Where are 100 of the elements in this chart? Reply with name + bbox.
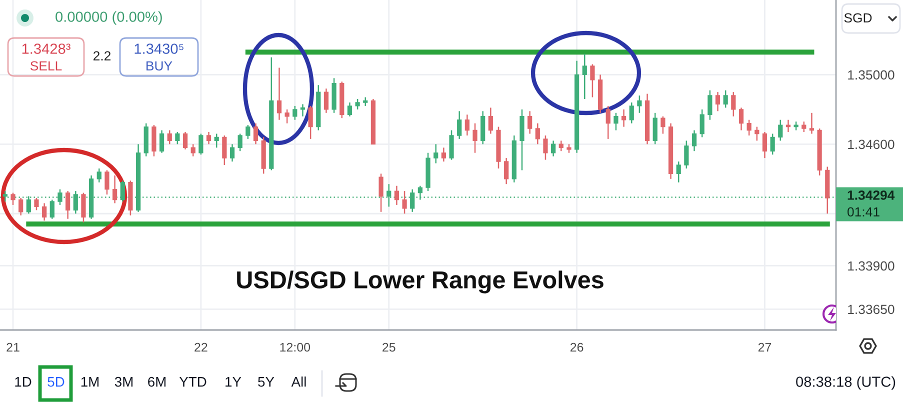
- candlestick: [324, 88, 329, 114]
- candlestick: [629, 102, 634, 124]
- y-tick-label: 1.33900: [848, 261, 894, 271]
- candlestick: [222, 134, 227, 166]
- candlestick: [104, 170, 110, 196]
- candlestick: [276, 67, 282, 120]
- candlestick: [434, 144, 438, 164]
- annotation: BUY: [146, 61, 172, 71]
- candlestick: [676, 160, 681, 183]
- candlestick: [378, 173, 384, 213]
- text: 1M: [81, 377, 99, 387]
- text: 01:41: [848, 207, 880, 217]
- candlestick: [551, 140, 556, 157]
- annotation: 0.00000 (0.00%): [56, 11, 162, 25]
- candlestick: [692, 130, 697, 152]
- text: SGD: [844, 13, 872, 23]
- candlestick: [715, 91, 720, 112]
- text: 08:38:18 (UTC): [796, 376, 896, 390]
- candlestick: [300, 104, 306, 117]
- candlestick: [606, 105, 610, 140]
- candlestick: [746, 119, 752, 136]
- candlestick: [488, 107, 493, 134]
- candlestick: [535, 122, 540, 145]
- candlestick: [34, 197, 39, 211]
- candlestick: [66, 190, 70, 220]
- candlestick: [754, 126, 760, 142]
- candlestick: [238, 133, 242, 152]
- x-tick-label: 25: [382, 342, 396, 352]
- candlestick: [708, 90, 712, 120]
- text: 5D: [48, 377, 64, 387]
- y-tick-label: 1.35000: [848, 70, 894, 80]
- candlestick: [112, 174, 118, 204]
- candlestick: [10, 192, 16, 206]
- candlestick: [472, 122, 478, 154]
- candlestick: [230, 144, 235, 162]
- candlestick: [159, 130, 164, 154]
- candlestick: [614, 112, 618, 131]
- candlestick: [2, 190, 8, 202]
- candlestick: [284, 108, 290, 124]
- candlestick: [700, 108, 704, 138]
- text: 6M: [148, 376, 166, 387]
- candlestick: [96, 168, 102, 183]
- y-tick-label: 1.34600: [848, 140, 894, 150]
- text: 5Y: [258, 377, 274, 387]
- x-tick-label: 27: [758, 342, 772, 352]
- candlestick: [246, 124, 250, 140]
- candlestick: [18, 197, 24, 216]
- candlestick: [175, 131, 180, 145]
- candlestick: [410, 188, 415, 213]
- candlestick: [198, 133, 204, 156]
- ref-line-label: 1.34294: [848, 190, 895, 200]
- candlestick: [802, 120, 806, 133]
- candlestick: [58, 188, 62, 206]
- candlestick: [558, 140, 564, 152]
- text: 1Y: [226, 377, 242, 387]
- candlestick: [543, 134, 548, 160]
- x-tick-label: 21: [6, 342, 20, 352]
- annotation: 2.2: [93, 51, 111, 60]
- candlestick: [418, 185, 422, 200]
- candlestick: [42, 202, 47, 222]
- candlestick: [582, 53, 587, 100]
- candlestick: [738, 107, 744, 131]
- candlestick: [786, 119, 791, 133]
- candlestick: [253, 122, 258, 145]
- candlestick: [762, 131, 768, 159]
- candlestick: [778, 119, 783, 142]
- candlestick: [464, 114, 470, 136]
- candlestick: [504, 157, 509, 185]
- candlestick: [809, 112, 814, 134]
- candlestick: [182, 131, 188, 150]
- candlestick: [190, 144, 196, 157]
- candlestick: [449, 130, 454, 160]
- candlestick: [167, 130, 172, 145]
- annotation: SELL: [30, 61, 62, 71]
- x-tick-label: 12:00: [280, 342, 310, 352]
- candlestick: [590, 64, 595, 98]
- candlestick: [73, 190, 78, 214]
- candlestick: [206, 131, 212, 145]
- candlestick: [292, 105, 298, 120]
- candlestick: [386, 183, 392, 208]
- candlestick: [402, 190, 407, 214]
- candlestick: [621, 108, 626, 128]
- x-tick-label: 26: [570, 342, 584, 352]
- annotation: 1.3428³: [22, 44, 70, 54]
- candlestick: [347, 102, 352, 117]
- candlestick: [457, 110, 462, 140]
- candlestick: [652, 112, 658, 145]
- candlestick: [731, 91, 736, 117]
- candlestick: [770, 133, 775, 156]
- candlestick: [723, 90, 728, 108]
- candlestick: [684, 140, 689, 170]
- candlestick: [26, 196, 31, 214]
- y-tick-label: 1.33650: [848, 304, 894, 314]
- candlestick: [355, 98, 360, 110]
- candlestick: [528, 110, 532, 134]
- candlestick: [660, 116, 666, 134]
- text: USD/SGD Lower Range Evolves: [237, 270, 604, 294]
- text: All: [291, 376, 306, 387]
- candlestick: [81, 192, 86, 223]
- candlestick: [120, 180, 125, 202]
